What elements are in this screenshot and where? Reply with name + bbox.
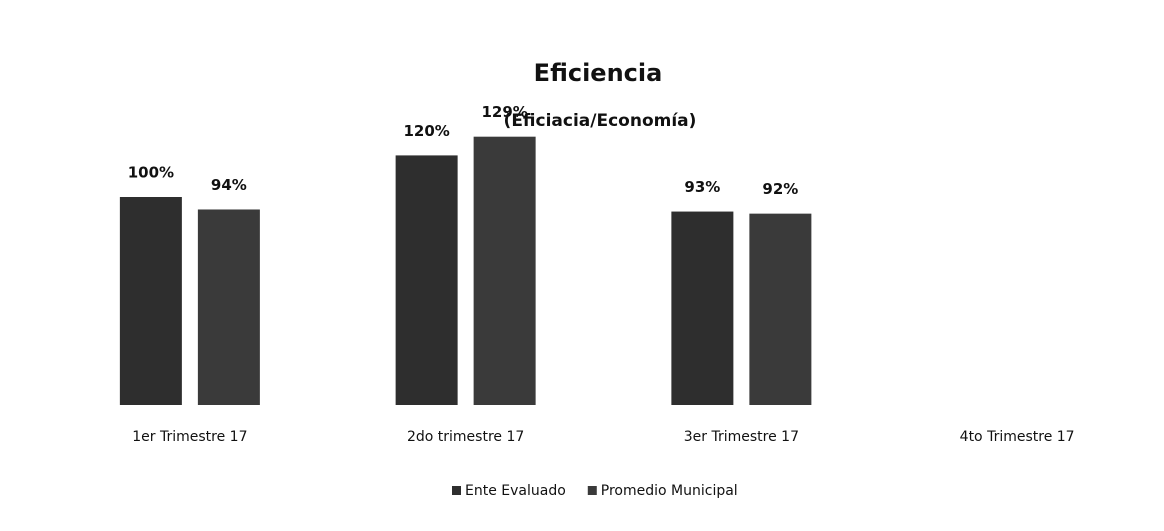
bar <box>197 209 260 405</box>
bar <box>749 213 812 405</box>
chart-title: Eficiencia <box>534 59 663 87</box>
data-label: 93% <box>684 178 720 196</box>
x-tick-label: 4to Trimestre 17 <box>960 429 1075 445</box>
x-tick-label: 2do trimestre 17 <box>407 429 524 445</box>
x-tick-label: 1er Trimestre 17 <box>132 429 247 445</box>
data-label: 100% <box>128 164 174 182</box>
chart-subtitle: (Eficiacia/Economía) <box>504 111 697 131</box>
bar <box>395 155 458 405</box>
x-tick-label: 3er Trimestre 17 <box>684 429 799 445</box>
bar <box>671 211 734 405</box>
legend-swatch <box>452 486 461 495</box>
legend-label: Ente Evaluado <box>465 483 566 499</box>
legend-label: Promedio Municipal <box>601 483 738 499</box>
data-label: 92% <box>762 180 798 198</box>
data-label: 129% <box>481 103 527 121</box>
data-label: 94% <box>211 176 247 194</box>
bar <box>119 197 182 405</box>
data-label: 120% <box>403 122 449 140</box>
legend-swatch <box>587 486 597 495</box>
bar <box>473 136 536 405</box>
